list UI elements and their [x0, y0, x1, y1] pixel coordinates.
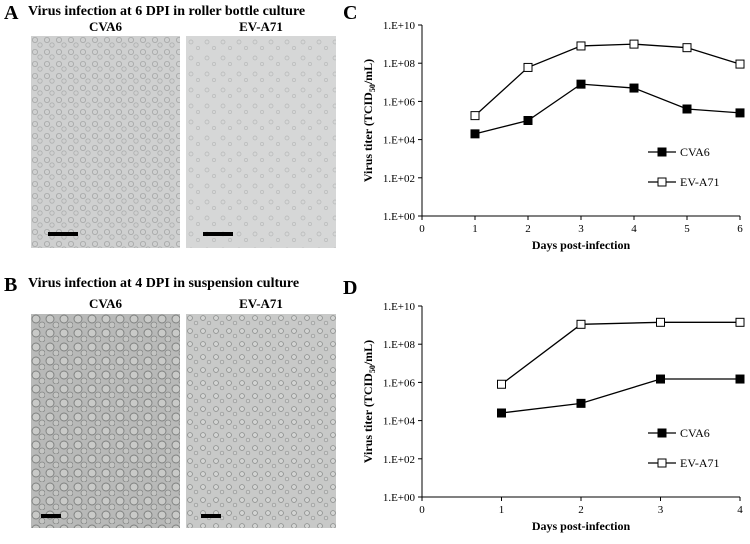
panel-letter-b: B: [4, 274, 18, 296]
series-line-ev-a71: [474, 43, 741, 117]
y-tick-label: 1.E+08: [383, 58, 416, 70]
panel-b-title: Virus infection at 4 DPI in suspension c…: [28, 276, 300, 291]
y-tick-label: 1.E+04: [383, 135, 416, 147]
data-point-cva6: [735, 374, 745, 384]
y-axis-label: Virus titer (TCID50/mL): [361, 340, 377, 463]
x-tick-label: 0: [419, 504, 425, 516]
panel-letter-a: A: [4, 2, 19, 24]
data-point-cva6: [682, 104, 692, 114]
data-point-ev-a71: [470, 111, 480, 121]
data-point-cva6: [735, 108, 745, 118]
x-tick-label: 1: [472, 223, 478, 235]
micrograph-a-eva71-texture: [186, 36, 336, 248]
x-tick-label: 3: [658, 504, 664, 516]
legend-label: CVA6: [680, 426, 710, 440]
x-tick-label: 1: [499, 504, 505, 516]
y-tick-label: 1.E+04: [383, 416, 416, 428]
x-axis-label: Days post-infection: [532, 519, 631, 533]
data-point-ev-a71: [735, 59, 745, 69]
data-point-ev-a71: [735, 317, 745, 327]
x-tick-label: 2: [578, 504, 584, 516]
scale-bar: [48, 232, 78, 236]
panel-a-title: Virus infection at 6 DPI in roller bottl…: [28, 4, 306, 19]
y-tick-label: 1.E+02: [383, 173, 415, 185]
micrograph-b-eva71-texture: [186, 314, 336, 528]
legend-label: EV-A71: [680, 456, 720, 470]
series-line-cva6: [501, 378, 740, 414]
panel-a-left-label: CVA6: [89, 19, 122, 34]
x-tick-label: 2: [525, 223, 531, 235]
panel-b-right-label: EV-A71: [239, 296, 283, 311]
y-tick-label: 1.E+10: [383, 301, 416, 313]
micrograph-b-eva71: [186, 314, 336, 528]
legend-marker: [657, 428, 667, 438]
data-point-cva6: [497, 408, 506, 418]
series-line-ev-a71: [501, 321, 740, 385]
legend-marker: [657, 147, 667, 157]
data-point-cva6: [656, 374, 665, 384]
scale-bar: [41, 514, 61, 518]
data-point-ev-a71: [576, 319, 586, 329]
data-point-ev-a71: [497, 379, 506, 389]
data-point-ev-a71: [629, 39, 639, 49]
data-point-cva6: [470, 129, 480, 139]
scale-bar: [201, 514, 221, 518]
data-point-ev-a71: [656, 317, 665, 327]
micrograph-b-cva6-texture: [31, 314, 180, 528]
data-point-cva6: [576, 79, 586, 89]
y-tick-label: 1.E+00: [383, 211, 416, 223]
legend-label: EV-A71: [680, 175, 720, 189]
panel-letter-d: D: [343, 277, 358, 299]
x-tick-label: 5: [684, 223, 690, 235]
legend-marker: [657, 458, 667, 468]
x-tick-label: 3: [578, 223, 584, 235]
x-tick-label: 6: [737, 223, 743, 235]
data-point-cva6: [629, 83, 639, 93]
panel-letter-c: C: [343, 2, 358, 24]
x-tick-label: 4: [737, 504, 743, 516]
data-point-ev-a71: [682, 43, 692, 53]
y-axis-label: Virus titer (TCID50/mL): [361, 59, 377, 182]
data-point-ev-a71: [523, 62, 533, 72]
chart-d: 1.E+00 1.E+02 1.E+04 1.E+06 1.E+08 1.E+10 0 1 2 3…: [361, 301, 745, 533]
micrograph-a-cva6-texture: [31, 36, 180, 248]
y-tick-label: 1.E+08: [383, 339, 416, 351]
y-tick-label: 1.E+10: [383, 20, 416, 32]
y-tick-label: 1.E+00: [383, 492, 416, 504]
chart-c: 1.E+00 1.E+02 1.E+04 1.E+06 1.E+08 1.E+10 0 1 2 3…: [361, 20, 745, 252]
x-axis-label: Days post-infection: [532, 238, 631, 252]
y-tick-label: 1.E+02: [383, 454, 415, 466]
panel-a-right-label: EV-A71: [239, 19, 283, 34]
series-line-cva6: [474, 83, 741, 135]
x-tick-label: 0: [419, 223, 425, 235]
data-point-ev-a71: [576, 41, 586, 51]
y-tick-label: 1.E+06: [383, 377, 416, 389]
legend-marker: [657, 177, 667, 187]
data-point-cva6: [523, 116, 533, 125]
micrograph-a-cva6: [31, 36, 180, 248]
legend-label: CVA6: [680, 145, 710, 159]
data-point-cva6: [576, 398, 586, 408]
y-tick-label: 1.E+06: [383, 96, 416, 108]
panel-b-left-label: CVA6: [89, 296, 122, 311]
micrograph-a-eva71: [186, 36, 336, 248]
micrograph-b-cva6: [31, 314, 180, 528]
scale-bar: [203, 232, 233, 236]
x-tick-label: 4: [631, 223, 637, 235]
